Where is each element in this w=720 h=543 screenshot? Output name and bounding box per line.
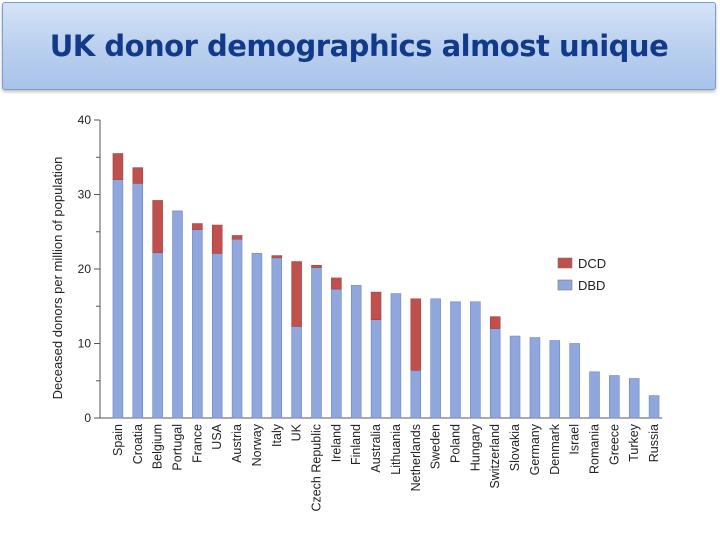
x-tick-label: Portugal (171, 424, 185, 471)
bar-dbd (112, 179, 124, 419)
x-tick-label: Finland (349, 424, 363, 465)
bar-dcd (291, 261, 302, 327)
bar-dbd (589, 371, 600, 419)
x-tick-label: Greece (607, 424, 621, 465)
bar-dcd (331, 277, 342, 290)
x-tick-label: UK (290, 423, 304, 441)
x-tick-label: Ireland (329, 424, 343, 462)
bar-dcd (370, 291, 382, 320)
x-tick-label: Belgium (151, 424, 165, 469)
x-tick-label: France (190, 424, 204, 463)
y-tick-label: 0 (84, 411, 91, 425)
y-tick-label: 40 (78, 113, 92, 127)
bar-dbd (628, 378, 640, 419)
x-tick-label: Russia (647, 424, 661, 462)
bar-dbd (271, 257, 283, 419)
legend: DCD DBD (557, 256, 606, 293)
bar-dbd (509, 335, 521, 419)
bar-dbd (529, 337, 541, 419)
bar-dcd (231, 235, 243, 240)
bar-dbd (390, 293, 402, 419)
x-tick-label: Czech Republic (310, 424, 324, 512)
legend-swatch-dcd (557, 257, 573, 269)
y-tick-label: 20 (78, 262, 92, 276)
bar-dcd (152, 200, 163, 253)
bar-dbd (569, 343, 580, 419)
bar-dbd (489, 328, 501, 419)
y-tick-label: 10 (78, 337, 92, 351)
bar-dcd (311, 264, 322, 268)
x-tick-label: Poland (449, 424, 463, 463)
x-tick-label: Sweden (429, 424, 443, 469)
bar-dbd (231, 238, 243, 419)
bar-dbd (251, 253, 263, 419)
bar-dbd (549, 340, 561, 419)
x-tick-label: Netherlands (409, 424, 423, 491)
bar-dbd (609, 375, 620, 419)
legend-swatch-dbd (557, 279, 573, 291)
x-tick-label: Denmark (548, 423, 562, 474)
y-tick-label: 30 (78, 188, 92, 202)
bar-dcd (489, 316, 501, 329)
x-tick-label: Germany (528, 423, 542, 475)
title-bar: UK donor demographics almost unique (2, 2, 716, 90)
bar-dbd (152, 252, 163, 419)
bar-dbd (211, 253, 223, 419)
x-tick-label: Italy (270, 423, 284, 447)
bar-dbd (192, 229, 203, 419)
legend-label-dbd: DBD (578, 278, 605, 293)
x-tick-label: Switzerland (488, 424, 502, 489)
slide-title: UK donor demographics almost unique (49, 29, 669, 63)
x-tick-label: Romania (588, 424, 602, 474)
bar-dcd (132, 167, 144, 184)
bar-dcd (271, 255, 283, 259)
bar-dbd (648, 395, 660, 419)
chart: Deceased donors per million of populatio… (40, 108, 680, 538)
bar-dbd (430, 298, 441, 419)
x-tick-label: Lithuania (389, 424, 403, 475)
bar-dcd (410, 298, 422, 371)
bar-dbd (132, 183, 144, 419)
x-tick-label: Israel (568, 424, 582, 455)
bar-dbd (172, 210, 183, 419)
bar-dbd (331, 288, 342, 419)
bars-group (112, 153, 660, 419)
x-tick-label: Austria (230, 424, 244, 463)
x-tick-label: Australia (369, 424, 383, 473)
x-tick-label: Slovakia (508, 424, 522, 471)
bar-dbd (370, 319, 382, 419)
bar-dbd (410, 370, 422, 419)
x-tick-label: Turkey (627, 423, 641, 461)
bar-dbd (291, 326, 302, 419)
x-tick-label: USA (210, 423, 224, 449)
bar-dcd (112, 153, 124, 180)
x-tick-label: Norway (250, 423, 264, 466)
bar-dbd (470, 301, 481, 419)
x-tick-label: Spain (111, 424, 125, 456)
bar-dbd (311, 267, 322, 419)
bar-dbd (350, 285, 362, 419)
x-tick-labels: Spain Croatia Belgium Portugal France USA Aust… (111, 423, 661, 511)
bar-dbd (450, 301, 461, 419)
x-tick-label: Croatia (131, 424, 145, 464)
x-tick-label: Hungary (468, 423, 482, 471)
legend-label-dcd: DCD (578, 256, 606, 271)
y-axis-title: Deceased donors per million of populatio… (50, 157, 65, 400)
bar-dcd (211, 224, 223, 254)
bar-chart-svg: Deceased donors per million of populatio… (50, 113, 662, 512)
bar-dcd (192, 223, 203, 230)
